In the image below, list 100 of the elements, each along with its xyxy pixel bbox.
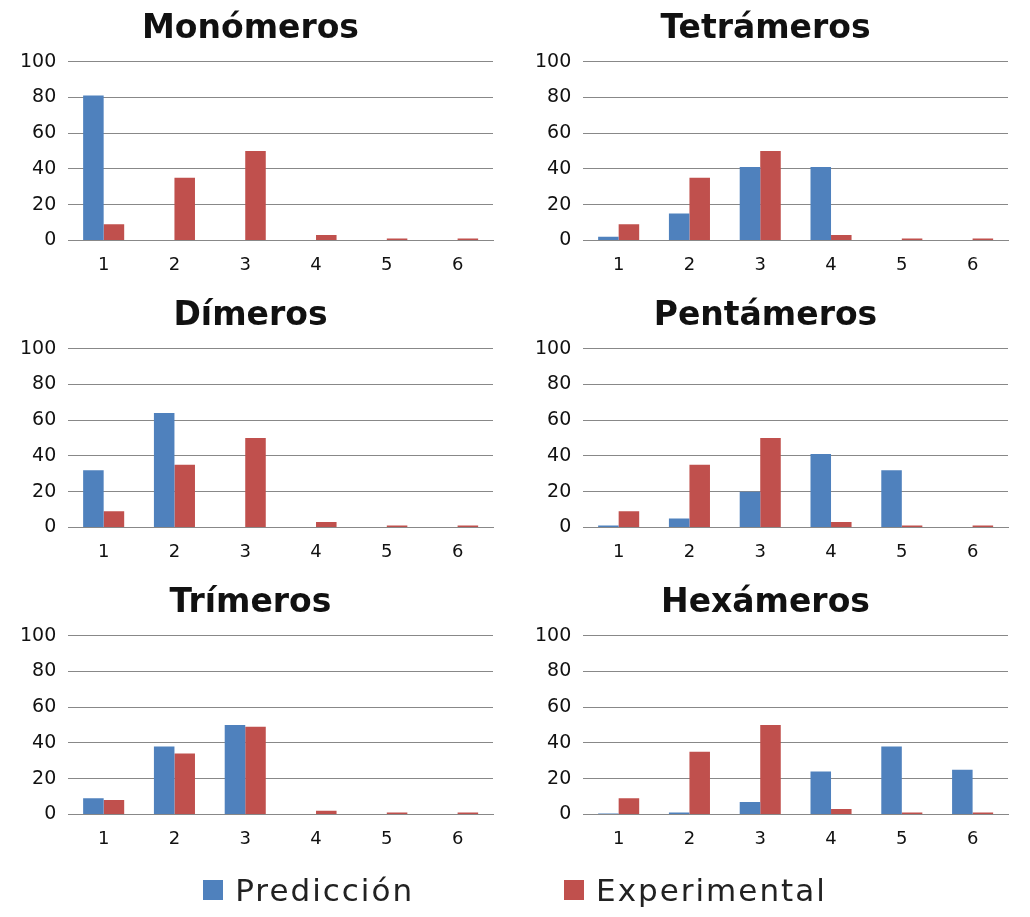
x-tick-label: 3 xyxy=(754,539,766,561)
x-tick-label: 3 xyxy=(239,539,251,561)
y-tick-label: 60 xyxy=(547,407,572,430)
x-tick-label: 1 xyxy=(97,826,110,848)
x-tick-label: 3 xyxy=(754,252,766,274)
x-tick-label: 6 xyxy=(966,252,979,274)
bar xyxy=(153,746,175,814)
y-tick-label: 60 xyxy=(32,407,57,430)
y-tick-label: 0 xyxy=(559,227,572,250)
y-tick-label: 40 xyxy=(547,442,572,465)
x-tick-label: 6 xyxy=(966,539,979,561)
bar xyxy=(760,725,781,814)
y-tick-label: 80 xyxy=(32,658,57,681)
x-tick-label: 5 xyxy=(381,539,393,561)
bar xyxy=(598,236,619,240)
y-tick-label: 0 xyxy=(44,514,57,537)
bar xyxy=(831,235,852,240)
bar xyxy=(153,412,175,527)
bar xyxy=(103,511,125,527)
y-tick-label: 60 xyxy=(547,120,572,143)
x-tick-label: 1 xyxy=(612,826,625,848)
bar xyxy=(618,224,640,240)
bar xyxy=(245,151,266,240)
x-tick-label: 6 xyxy=(451,826,464,848)
x-tick-label: 2 xyxy=(168,252,181,274)
bar xyxy=(831,522,852,527)
y-tick-label: 100 xyxy=(535,335,572,358)
x-tick-label: 2 xyxy=(683,252,696,274)
x-tick-label: 2 xyxy=(168,826,181,848)
y-tick-label: 40 xyxy=(547,729,572,752)
bar xyxy=(689,177,710,240)
chart-title: Monómeros xyxy=(141,7,360,47)
bar xyxy=(103,800,125,814)
bar xyxy=(760,438,781,527)
y-tick-label: 100 xyxy=(535,622,572,645)
y-tick-label: 40 xyxy=(32,155,57,178)
y-tick-label: 80 xyxy=(547,371,572,394)
x-tick-label: 6 xyxy=(966,826,979,848)
y-tick-label: 80 xyxy=(547,84,572,107)
x-tick-label: 3 xyxy=(239,252,251,274)
chart-title: Pentámeros xyxy=(653,294,878,334)
x-tick-label: 2 xyxy=(168,539,181,561)
bar xyxy=(739,801,761,814)
x-tick-label: 4 xyxy=(825,252,837,274)
y-tick-label: 20 xyxy=(547,478,572,501)
y-tick-label: 20 xyxy=(32,478,57,501)
bar xyxy=(689,464,710,527)
y-tick-label: 20 xyxy=(547,191,572,214)
y-tick-label: 60 xyxy=(547,694,572,717)
y-tick-label: 40 xyxy=(32,442,57,465)
x-tick-label: 4 xyxy=(310,252,322,274)
x-tick-label: 1 xyxy=(97,252,110,274)
bar xyxy=(174,177,195,240)
chart-title: Hexámeros xyxy=(661,581,870,621)
y-tick-label: 100 xyxy=(535,48,572,71)
x-tick-label: 2 xyxy=(683,539,696,561)
x-tick-label: 1 xyxy=(612,539,625,561)
bar xyxy=(881,746,902,814)
bar xyxy=(245,438,266,527)
x-tick-label: 6 xyxy=(451,539,464,561)
x-tick-label: 5 xyxy=(896,252,908,274)
y-tick-label: 20 xyxy=(32,191,57,214)
legend-label: Predicción xyxy=(235,872,415,908)
bar xyxy=(810,167,832,240)
bar xyxy=(83,798,104,814)
bar xyxy=(316,235,337,240)
x-tick-label: 3 xyxy=(239,826,251,848)
x-tick-label: 5 xyxy=(381,252,393,274)
x-tick-label: 4 xyxy=(825,539,837,561)
x-tick-label: 4 xyxy=(310,826,322,848)
bar xyxy=(618,511,640,527)
bar xyxy=(810,454,832,527)
y-tick-label: 20 xyxy=(32,765,57,788)
bar xyxy=(103,224,125,240)
x-tick-label: 5 xyxy=(896,539,908,561)
y-tick-label: 20 xyxy=(547,765,572,788)
bar xyxy=(739,167,761,240)
legend-label: Experimental xyxy=(596,872,827,908)
x-tick-label: 5 xyxy=(381,826,393,848)
y-tick-label: 40 xyxy=(547,155,572,178)
chart-title: Tetrámeros xyxy=(660,7,871,47)
y-tick-label: 80 xyxy=(32,371,57,394)
bar xyxy=(224,725,246,814)
bar xyxy=(83,470,104,527)
bar xyxy=(174,464,195,527)
y-tick-label: 80 xyxy=(32,84,57,107)
y-tick-label: 100 xyxy=(20,622,57,645)
y-tick-label: 0 xyxy=(44,227,57,250)
y-tick-label: 0 xyxy=(559,801,572,824)
chart-title: Trímeros xyxy=(169,581,332,621)
x-tick-label: 4 xyxy=(825,826,837,848)
y-tick-label: 0 xyxy=(559,514,572,537)
bar xyxy=(316,522,337,527)
x-tick-label: 5 xyxy=(896,826,908,848)
bar xyxy=(83,95,104,240)
x-tick-label: 1 xyxy=(612,252,625,274)
bar xyxy=(810,771,832,814)
chart-title: Dímeros xyxy=(173,294,328,334)
y-tick-label: 80 xyxy=(547,658,572,681)
bar xyxy=(760,151,781,240)
